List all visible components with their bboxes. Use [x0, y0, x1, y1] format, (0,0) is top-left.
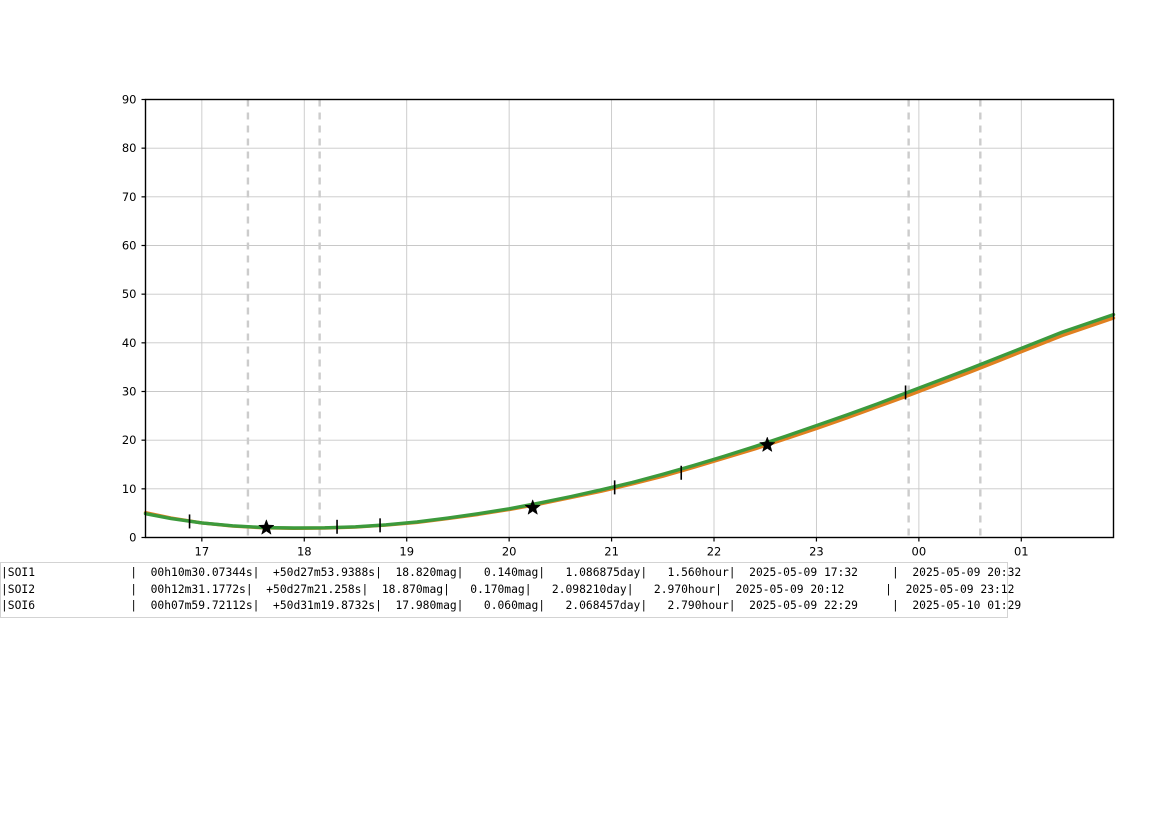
horizontal-gridlines: [145, 99, 1114, 490]
x-tick-label: 20: [502, 545, 517, 559]
axis-frame: [141, 98, 1115, 542]
x-axis-tick-labels: 17 18 19 20 21 22 23 00 01: [195, 545, 1029, 559]
series-orange-curve: [143, 316, 1116, 530]
tick-marker-group: [188, 385, 907, 534]
x-tick-label: 18: [297, 545, 312, 559]
star-soi1: [258, 519, 275, 535]
x-tick-label: 22: [707, 545, 722, 559]
y-tick-label: 90: [122, 93, 137, 107]
dashed-vertical-gridlines: [246, 99, 982, 538]
vertical-gridlines: [201, 99, 1022, 538]
star-marker-group: [258, 436, 776, 535]
plot-border: [144, 98, 1115, 539]
y-axis-tick-labels: 0 10 20 30 40 50 60 70 80 90: [122, 93, 137, 545]
x-tick-label: 23: [809, 545, 824, 559]
y-tick-label: 60: [122, 239, 137, 253]
x-tick-label: 21: [604, 545, 619, 559]
data-row: |SOI2 | 00h12m31.1772s| +50d27m21.258s| …: [1, 582, 1015, 596]
y-tick-label: 70: [122, 190, 137, 204]
x-tick-label: 19: [399, 545, 414, 559]
y-tick-label: 20: [122, 433, 137, 447]
target-data-panel: |SOI1 | 00h10m30.07344s| +50d27m53.9388s…: [0, 562, 1022, 618]
star-soi2: [524, 499, 541, 515]
y-tick-label: 0: [129, 531, 136, 545]
y-tick-label: 30: [122, 385, 137, 399]
altitude-plot-figure: 0 10 20 30 40 50 60 70 80 90 17 18 19 20 21 22 23 00 01: [122, 93, 1116, 559]
y-tick-label: 10: [122, 482, 137, 496]
series-green-curve: [143, 312, 1116, 530]
x-tick-label: 00: [912, 545, 927, 559]
y-tick-label: 80: [122, 141, 137, 155]
x-tick-label: 01: [1014, 545, 1029, 559]
data-row: |SOI6 | 00h07m59.72112s| +50d31m19.8732s…: [1, 599, 1022, 612]
plot-canvas: 0 10 20 30 40 50 60 70 80 90 17 18 19 20 21 22 23 00 01: [122, 93, 1116, 559]
data-row: |SOI1 | 00h10m30.07344s| +50d27m53.9388s…: [1, 566, 1022, 579]
curve-group: [143, 312, 1116, 530]
y-tick-label: 50: [122, 287, 137, 301]
x-tick-label: 17: [195, 545, 210, 559]
y-tick-label: 40: [122, 336, 137, 350]
star-soi6: [758, 436, 776, 453]
